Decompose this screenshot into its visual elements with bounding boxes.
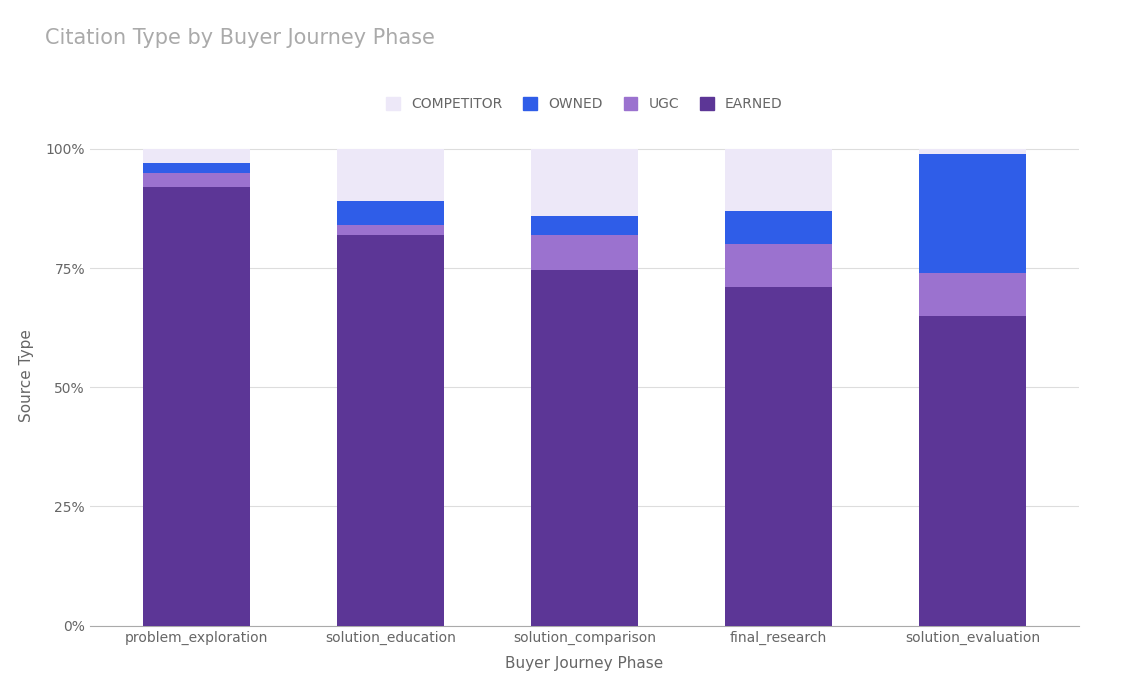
Bar bbox=[725, 149, 832, 211]
Y-axis label: Source Type: Source Type bbox=[19, 329, 35, 422]
X-axis label: Buyer Journey Phase: Buyer Journey Phase bbox=[506, 655, 663, 671]
Bar bbox=[919, 273, 1026, 316]
Bar bbox=[143, 173, 250, 187]
Legend: COMPETITOR, OWNED, UGC, EARNED: COMPETITOR, OWNED, UGC, EARNED bbox=[379, 90, 790, 118]
Bar bbox=[143, 163, 250, 173]
Bar bbox=[143, 187, 250, 626]
Bar bbox=[725, 211, 832, 244]
Bar bbox=[725, 244, 832, 287]
Bar bbox=[919, 316, 1026, 626]
Bar bbox=[337, 149, 444, 202]
Bar bbox=[919, 154, 1026, 273]
Bar bbox=[532, 270, 637, 626]
Bar bbox=[143, 149, 250, 163]
Bar bbox=[532, 215, 637, 235]
Bar bbox=[337, 235, 444, 626]
Bar bbox=[919, 149, 1026, 154]
Bar bbox=[337, 202, 444, 225]
Bar bbox=[725, 287, 832, 626]
Bar bbox=[532, 235, 637, 270]
Bar bbox=[532, 149, 637, 215]
Text: Citation Type by Buyer Journey Phase: Citation Type by Buyer Journey Phase bbox=[45, 28, 435, 48]
Bar bbox=[337, 225, 444, 235]
